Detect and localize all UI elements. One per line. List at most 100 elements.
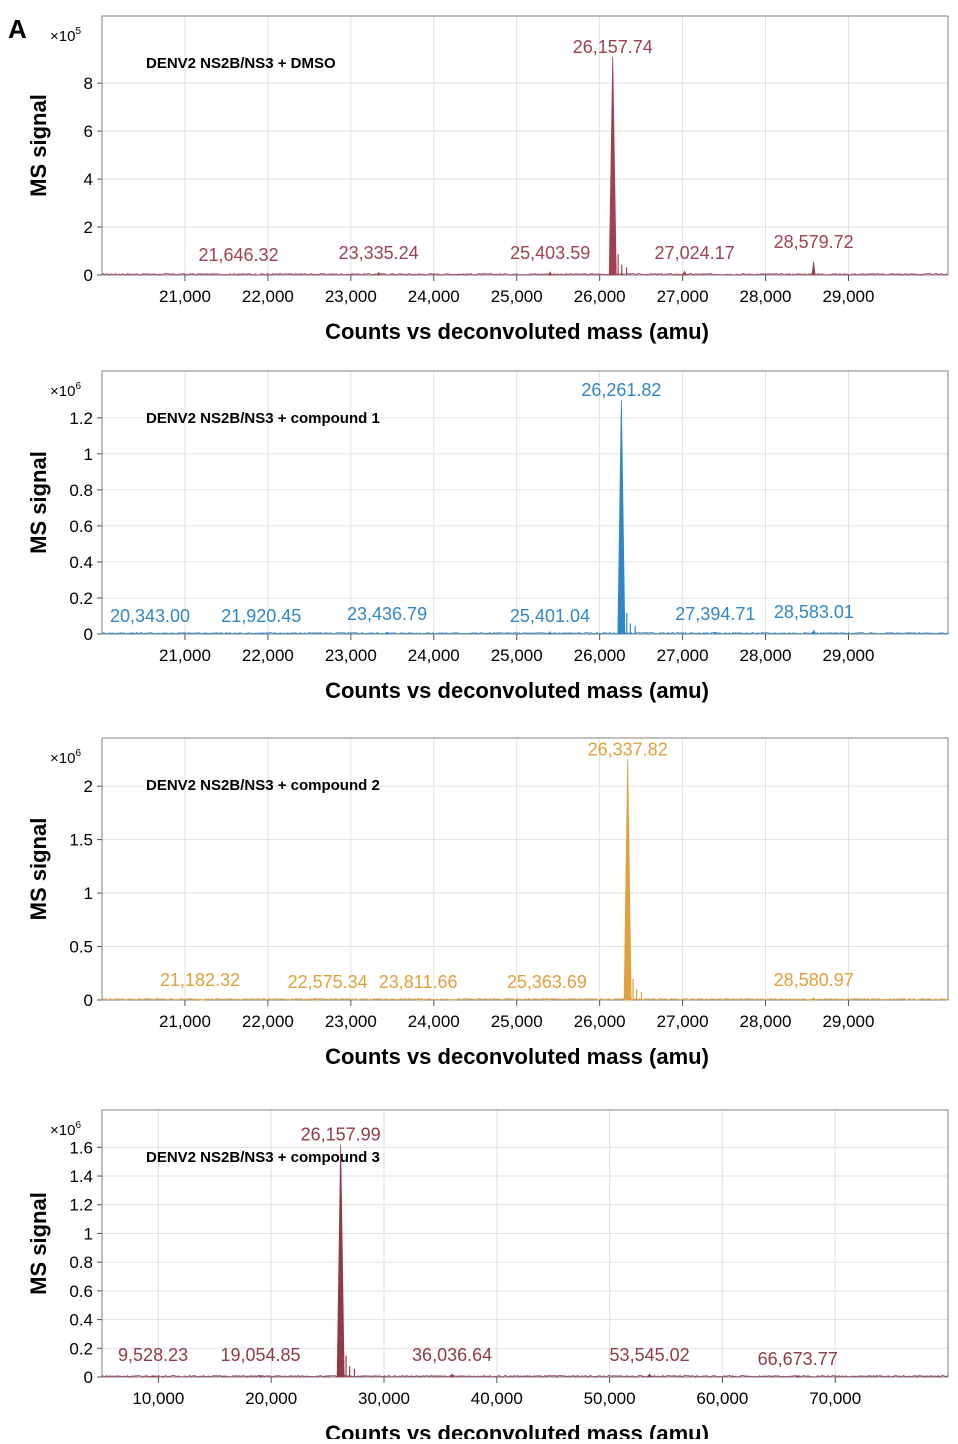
y-axis-label: MS signal	[26, 94, 51, 197]
peak-label: 27,024.17	[655, 243, 735, 263]
spectrum-baseline	[101, 1374, 949, 1378]
y-tick-label: 2	[84, 777, 93, 796]
peak-label: 53,545.02	[610, 1345, 690, 1365]
x-tick-label: 27,000	[657, 287, 709, 306]
x-tick-label: 24,000	[408, 287, 460, 306]
peak-label: 28,579.72	[774, 232, 854, 252]
peak-label: 26,157.74	[573, 37, 653, 57]
y-multiplier: ×105	[50, 26, 81, 45]
x-tick-label: 23,000	[325, 646, 377, 665]
peak-mark	[258, 632, 265, 635]
peak-mark	[547, 631, 553, 635]
y-tick-label: 1.5	[69, 831, 93, 850]
peak-label: 27,394.71	[675, 604, 755, 624]
sample-label: DENV2 NS2B/NS3 + compound 1	[146, 410, 380, 427]
peak-label: 9,528.23	[118, 1345, 188, 1365]
y-tick-label: 0	[84, 625, 93, 644]
peak-label: 26,157.99	[301, 1124, 381, 1144]
peak-label: 25,401.04	[510, 606, 590, 626]
peak-mark	[197, 998, 203, 1001]
peak-mark	[336, 1144, 345, 1378]
x-tick-label: 21,000	[159, 646, 211, 665]
x-tick-label: 24,000	[408, 646, 460, 665]
x-axis-label: Counts vs deconvoluted mass (amu)	[325, 1421, 709, 1439]
peak-mark	[712, 631, 718, 635]
x-tick-label: 28,000	[740, 646, 792, 665]
x-tick-label: 22,000	[242, 1012, 294, 1031]
y-tick-label: 0	[84, 1368, 93, 1387]
x-axis-label: Counts vs deconvoluted mass (amu)	[325, 1044, 709, 1069]
y-tick-label: 0.8	[69, 1253, 93, 1272]
peak-mark	[312, 998, 319, 1001]
x-tick-label: 20,000	[245, 1389, 297, 1408]
y-multiplier: ×106	[50, 1120, 81, 1139]
y-tick-label: 2	[84, 218, 93, 237]
x-tick-label: 22,000	[242, 287, 294, 306]
y-tick-label: 1	[84, 1224, 93, 1243]
y-tick-label: 0.4	[69, 553, 93, 572]
spectrum-baseline	[101, 631, 949, 635]
x-tick-label: 24,000	[408, 1012, 460, 1031]
peak-label: 26,337.82	[588, 739, 668, 759]
y-multiplier: ×106	[50, 381, 81, 400]
y-axis-label: MS signal	[26, 818, 51, 921]
y-multiplier: ×106	[50, 748, 81, 767]
x-tick-label: 25,000	[491, 1012, 543, 1031]
y-tick-label: 1.4	[69, 1167, 93, 1186]
peak-label: 26,261.82	[581, 380, 661, 400]
x-tick-label: 26,000	[574, 1012, 626, 1031]
y-tick-label: 0	[84, 991, 93, 1010]
x-tick-label: 26,000	[574, 287, 626, 306]
peak-mark	[682, 270, 687, 276]
peak-mark	[811, 629, 817, 635]
x-tick-label: 30,000	[358, 1389, 410, 1408]
x-tick-label: 26,000	[574, 646, 626, 665]
peak-mark	[376, 271, 381, 276]
panel-letter: A	[8, 14, 27, 44]
x-tick-label: 21,000	[159, 287, 211, 306]
y-tick-label: 1.2	[69, 409, 93, 428]
x-tick-label: 70,000	[809, 1389, 861, 1408]
x-tick-label: 25,000	[491, 287, 543, 306]
x-tick-label: 29,000	[822, 287, 874, 306]
chart-panel-1: 21,000 22,000 23,000 24,000 25,000 26,000 27,0…	[26, 15, 949, 344]
peak-label: 25,363.69	[507, 972, 587, 992]
sample-label: DENV2 NS2B/NS3 + compound 3	[146, 1149, 380, 1166]
sample-label: DENV2 NS2B/NS3 + compound 2	[146, 777, 380, 794]
peak-label: 22,575.34	[288, 972, 368, 992]
sample-label: DENV2 NS2B/NS3 + DMSO	[146, 55, 336, 72]
y-tick-label: 1.6	[69, 1138, 93, 1157]
x-tick-label: 29,000	[822, 1012, 874, 1031]
x-tick-label: 25,000	[491, 646, 543, 665]
x-tick-label: 28,000	[740, 1012, 792, 1031]
y-tick-label: 0.6	[69, 517, 93, 536]
peak-mark	[608, 56, 617, 276]
y-tick-label: 0.2	[69, 589, 93, 608]
y-axis-label: MS signal	[26, 451, 51, 554]
peak-label: 28,583.01	[774, 602, 854, 622]
peak-label: 21,920.45	[221, 606, 301, 626]
chart-panel-4: 10,000 20,000 30,000 40,000 50,000 60,000 70,0…	[26, 1109, 949, 1444]
y-tick-label: 0.4	[69, 1311, 93, 1330]
peak-mark	[257, 1375, 264, 1378]
peak-mark	[449, 1373, 455, 1378]
peak-label: 21,646.32	[199, 245, 279, 265]
y-axis-label: MS signal	[26, 1192, 51, 1295]
x-tick-label: 50,000	[584, 1389, 636, 1408]
peak-label: 19,054.85	[220, 1345, 300, 1365]
chart-panel-2: 21,000 22,000 23,000 24,000 25,000 26,000 27,0…	[26, 370, 949, 703]
x-tick-label: 27,000	[657, 1012, 709, 1031]
plot-frame	[101, 1109, 949, 1378]
y-tick-label: 8	[84, 74, 93, 93]
chart-panel-3: 21,000 22,000 23,000 24,000 25,000 26,000 27,0…	[26, 737, 949, 1069]
y-tick-label: 4	[84, 170, 93, 189]
peak-mark	[811, 997, 817, 1001]
peak-label: 66,673.77	[758, 1349, 838, 1369]
x-tick-label: 23,000	[325, 287, 377, 306]
y-tick-label: 0.5	[69, 938, 93, 957]
y-tick-label: 0.6	[69, 1282, 93, 1301]
peak-mark	[150, 1375, 156, 1378]
plot-frame	[101, 370, 949, 635]
spectrum-baseline	[101, 997, 949, 1001]
